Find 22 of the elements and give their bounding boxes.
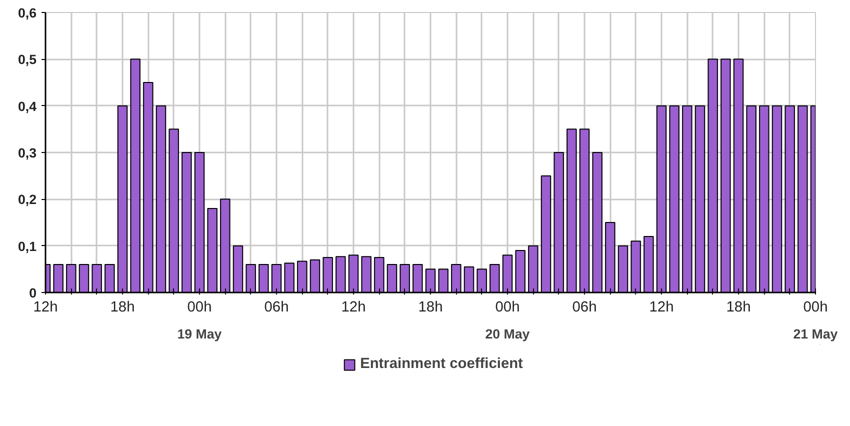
x-tick-label: 00h (187, 300, 212, 316)
text: 20 May (485, 326, 530, 342)
y-tick-label: 0,2 (18, 192, 37, 208)
legend-label: Entrainment coefficient (360, 356, 523, 372)
x-tick-label: 06h (264, 300, 289, 316)
x-tick-label: 18h (418, 300, 443, 316)
y-tick-label: 0,4 (18, 98, 38, 114)
x-tick-label: 18h (110, 300, 135, 316)
x-tick-label: 00h (803, 300, 828, 316)
x-tick-label: 12h (649, 300, 674, 316)
x-tick-label: 12h (341, 300, 366, 316)
y-tick-label: 0 (29, 286, 37, 300)
x-tick-label: 18h (726, 300, 751, 316)
x-tick-label: 06h (572, 300, 597, 316)
text: 21 May (793, 326, 838, 342)
y-tick-label: 0,1 (18, 238, 38, 254)
y-tick-label: 0,3 (18, 146, 37, 160)
y-tick-label: 0,5 (18, 52, 38, 68)
x-tick-label: 00h (495, 300, 520, 316)
y-tick-label: 0,6 (18, 6, 37, 20)
text: 19 May (177, 326, 222, 342)
x-tick-label: 12h (33, 300, 58, 316)
